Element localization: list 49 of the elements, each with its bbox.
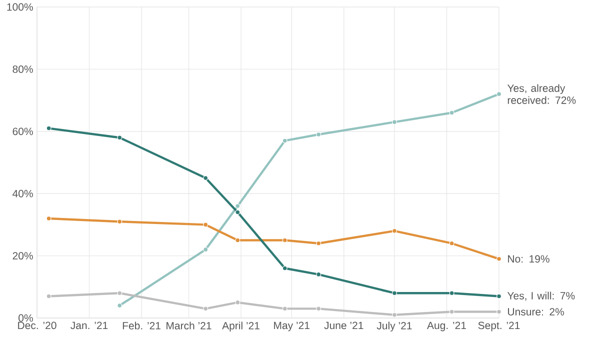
point	[203, 306, 208, 312]
point	[117, 219, 122, 224]
y-tick-label: 40%	[12, 190, 33, 198]
point	[392, 228, 397, 234]
point	[449, 240, 454, 246]
point	[392, 312, 397, 318]
x-tick-label: April ’21	[222, 322, 260, 332]
y-tick-label: 60%	[12, 128, 33, 136]
y-tick-label: 0%	[18, 314, 33, 322]
point	[235, 238, 240, 243]
point	[203, 222, 208, 228]
y-tick-label: 20%	[12, 252, 33, 260]
x-tick-label: May ’21	[274, 322, 310, 332]
series-label: No: 19%	[508, 255, 550, 263]
point	[203, 176, 208, 181]
point	[282, 306, 288, 312]
x-tick-label: Sept. ’21	[478, 322, 520, 332]
y-tick-label: 80%	[12, 65, 33, 73]
x-tick-label: Dec. ’20	[18, 322, 56, 330]
point	[449, 110, 454, 116]
x-tick-label: July ’21	[376, 322, 412, 332]
point	[235, 204, 240, 209]
x-tick-label: Jan. ’21	[70, 322, 108, 330]
point	[46, 126, 52, 131]
point	[392, 290, 397, 296]
point	[316, 272, 322, 277]
x-tick-label: Aug. ’21	[427, 322, 466, 332]
point	[203, 247, 208, 252]
x-tick-label: Feb. ’21	[122, 322, 160, 330]
point	[282, 138, 288, 144]
point	[46, 216, 52, 221]
y-tick-label: 100%	[7, 3, 33, 11]
point	[496, 294, 502, 299]
point	[496, 256, 502, 262]
series-label: Yes, I will: 7%	[507, 292, 575, 301]
point	[449, 290, 454, 296]
point	[282, 266, 288, 271]
x-tick-label: June ’21	[324, 322, 364, 330]
point	[46, 294, 52, 299]
point	[449, 309, 454, 314]
point	[316, 306, 322, 312]
point	[282, 238, 288, 243]
point	[316, 240, 322, 246]
point	[392, 120, 397, 125]
series-label: Yes, already received: 72%	[507, 84, 576, 104]
series-label: Unsure: 2%	[508, 308, 564, 316]
point	[117, 135, 122, 140]
point	[235, 210, 240, 215]
x-tick-label: March ’21	[166, 322, 212, 330]
